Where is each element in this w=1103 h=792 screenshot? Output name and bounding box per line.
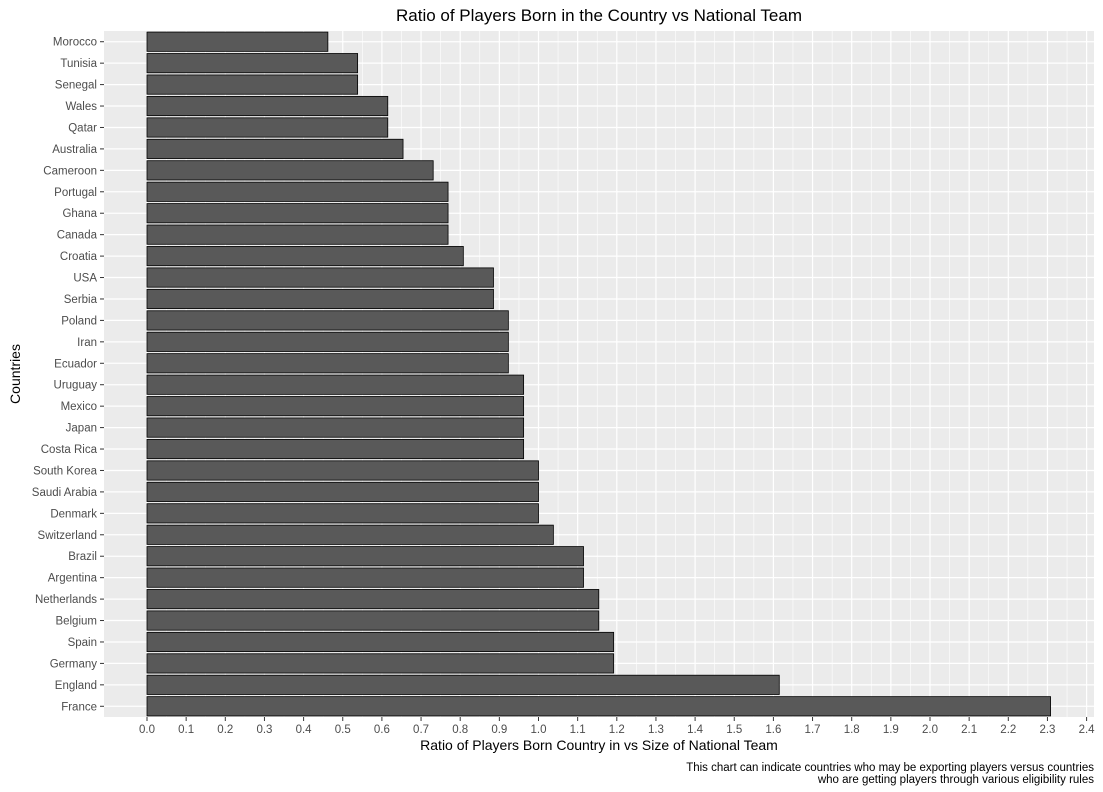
bar-australia (146, 138, 404, 159)
y-tick-label: Poland (61, 315, 97, 327)
y-tick-label: Germany (50, 658, 98, 670)
y-tick-label: Denmark (50, 508, 97, 520)
y-tick-label: Wales (65, 101, 97, 113)
y-tick-label: England (55, 680, 97, 692)
y-tick-label: Croatia (60, 251, 98, 263)
x-tick-label: 1.5 (726, 724, 742, 736)
y-tick-label: Serbia (64, 294, 98, 306)
y-tick-label: Saudi Arabia (32, 487, 98, 499)
bar-mexico (146, 396, 525, 417)
y-tick-label: Qatar (68, 122, 97, 134)
bar-poland (146, 310, 509, 331)
y-tick-label: Japan (66, 423, 97, 435)
bar-portugal (146, 181, 449, 202)
bar-qatar (146, 117, 389, 138)
bar-netherlands (146, 589, 600, 610)
bar-spain (146, 631, 615, 653)
x-tick-label: 2.3 (1039, 724, 1055, 736)
y-tick-label: USA (73, 273, 97, 285)
x-tick-label: 0.7 (413, 724, 429, 736)
x-tick-label: 1.8 (844, 724, 860, 736)
y-tick-label: Argentina (48, 573, 98, 585)
x-tick-label: 1.1 (570, 724, 586, 736)
bar-tunisia (146, 53, 359, 74)
x-tick-label: 1.2 (609, 724, 625, 736)
chart-title: Ratio of Players Born in the Country vs … (396, 6, 802, 25)
y-tick-label: Portugal (54, 187, 97, 199)
bar-belgium (146, 610, 600, 631)
y-tick-label: Iran (77, 337, 97, 349)
y-tick-label: Ghana (62, 208, 97, 220)
x-tick-label: 0.4 (296, 724, 313, 736)
bar-germany (146, 653, 615, 674)
bar-cameroon (146, 160, 434, 181)
x-tick-label: 1.7 (805, 724, 821, 736)
caption-line-1: This chart can indicate countries who ma… (686, 762, 1094, 774)
bar-serbia (146, 288, 494, 310)
x-tick-label: 1.4 (687, 724, 704, 736)
x-tick-label: 0.5 (335, 724, 351, 736)
bar-denmark (146, 503, 539, 524)
y-tick-label: Canada (57, 230, 98, 242)
bar-senegal (146, 74, 359, 95)
bar-south-korea (146, 460, 539, 481)
bars (146, 31, 1051, 717)
x-tick-label: 1.9 (883, 724, 899, 736)
y-tick-label: Ecuador (54, 358, 97, 370)
x-tick-label: 0.6 (374, 724, 390, 736)
x-tick-label: 2.0 (922, 724, 938, 736)
y-tick-label: Belgium (55, 616, 97, 628)
bar-france (146, 696, 1051, 717)
y-tick-label: Spain (68, 637, 97, 649)
x-tick-label: 0.1 (178, 724, 194, 736)
x-tick-label: 0.2 (217, 724, 233, 736)
y-tick-label: Tunisia (60, 58, 97, 70)
bar-brazil (146, 546, 584, 567)
bar-ghana (146, 203, 449, 224)
x-tick-label: 1.0 (531, 724, 547, 736)
y-tick-label: Switzerland (38, 530, 97, 542)
bar-iran (146, 331, 509, 352)
bar-uruguay (146, 374, 525, 395)
x-tick-label: 1.3 (648, 724, 664, 736)
y-tick-label: Uruguay (54, 380, 98, 392)
x-axis-ticks: 0.0 0.1 0.2 0.3 0.4 0.5 0.6 0.7 0.8 0.9 1.0 1.1 1.2 1… (139, 717, 1095, 736)
x-tick-label: 0.3 (256, 724, 272, 736)
y-tick-label: Brazil (68, 551, 97, 563)
caption-line-2: who are getting players through various … (817, 774, 1094, 786)
bar-canada (146, 224, 449, 245)
y-tick-label: Cameroon (43, 165, 97, 177)
y-tick-label: Costa Rica (41, 444, 98, 456)
y-axis-title: Countries (7, 344, 23, 404)
x-axis-title: Ratio of Players Born Country in vs Size… (420, 737, 778, 753)
y-axis-ticks: Morocco Tunisia Senegal Wales Qatar Australia… (32, 37, 104, 713)
bar-argentina (146, 567, 584, 588)
bar-england (146, 674, 780, 695)
bar-costa-rica (146, 438, 525, 460)
y-tick-label: Mexico (61, 401, 97, 413)
bar-switzerland (146, 524, 554, 545)
y-tick-label: Netherlands (35, 594, 97, 606)
bar-saudi-arabia (146, 481, 539, 502)
bar-morocco (146, 31, 329, 52)
x-tick-label: 0.8 (452, 724, 468, 736)
bar-usa (146, 267, 494, 288)
x-tick-label: 0.0 (139, 724, 155, 736)
x-tick-label: 2.2 (1000, 724, 1016, 736)
y-tick-label: Morocco (53, 37, 97, 49)
bar-croatia (146, 246, 464, 267)
x-tick-label: 1.6 (765, 724, 781, 736)
bar-japan (146, 417, 525, 438)
x-tick-label: 2.4 (1079, 724, 1096, 736)
y-tick-label: France (61, 701, 97, 713)
y-tick-label: Australia (52, 144, 97, 156)
x-tick-label: 2.1 (961, 724, 977, 736)
y-tick-label: South Korea (33, 465, 98, 477)
x-tick-label: 0.9 (491, 724, 507, 736)
bar-wales (146, 95, 389, 117)
y-tick-label: Senegal (55, 80, 97, 92)
bar-ecuador (146, 353, 509, 374)
